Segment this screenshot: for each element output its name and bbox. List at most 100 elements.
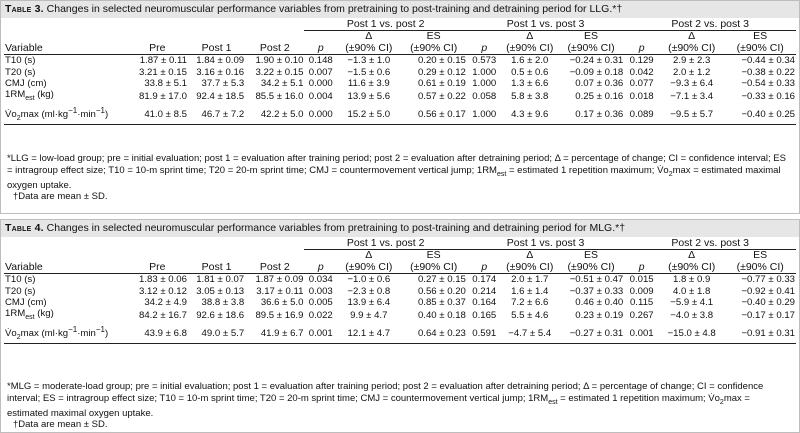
variable-name-cell: CMJ (cm) <box>5 78 47 90</box>
table-cell: 13.9 ± 5.6 <box>347 91 391 103</box>
table-cell: 0.07 ± 0.36 <box>575 78 624 90</box>
table-cell: 3.22 ± 0.15 <box>255 66 304 78</box>
table-cell: −4.0 ± 3.8 <box>670 310 714 322</box>
table-cell: 41.0 ± 8.5 <box>126 104 188 126</box>
table-cell: −7.1 ± 3.4 <box>670 91 714 103</box>
table-cell: 92.4 ± 18.5 <box>196 91 245 103</box>
table-cell: 0.000 <box>308 78 333 90</box>
table-cell: 1.8 ± 0.9 <box>673 274 711 286</box>
column-header: (±90% CI) <box>724 42 796 56</box>
table-cell: 0.85 ± 0.37 <box>417 297 466 309</box>
table-cell: 0.007 <box>308 66 333 78</box>
table-3-panel: Table 3. Changes in selected neuromuscul… <box>0 0 800 214</box>
data-table: Post 1 vs. post 2 Post 1 vs. post 3 Post… <box>4 18 796 126</box>
table-cell: 1.6 ± 2.0 <box>511 55 549 67</box>
table-cell: 0.23 ± 0.19 <box>575 310 624 322</box>
table-cell: 11.6 ± 3.9 <box>347 78 390 90</box>
table-cell: 1.000 <box>466 104 502 126</box>
table-cell: 0.129 <box>629 55 654 67</box>
table-footnote: *MLG = moderate-load group; pre = initia… <box>7 381 793 431</box>
table-cell: 0.56 ± 0.17 <box>400 104 467 126</box>
table-caption: Changes in selected neuromuscular perfor… <box>46 3 623 15</box>
table-cell: 0.034 <box>308 274 333 286</box>
table-cell: −0.92 ± 0.41 <box>741 285 795 297</box>
table-cell: −0.37 ± 0.33 <box>569 285 624 297</box>
table-cell: −0.51 ± 0.47 <box>569 274 624 286</box>
table-cell: 1.81 ± 0.07 <box>196 274 245 286</box>
variable-name-cell: 1RMest (kg) <box>5 308 54 322</box>
table-cell: −15.0 ± 4.8 <box>658 323 725 345</box>
table-cell: 0.27 ± 0.15 <box>417 274 466 286</box>
column-header: ES <box>584 249 599 262</box>
table-cell: 3.21 ± 0.15 <box>138 66 187 78</box>
table-cell: 41.9 ± 6.7 <box>245 323 305 345</box>
table-cell: −1.0 ± 0.6 <box>347 274 391 286</box>
table-cell: 0.61 ± 0.19 <box>417 78 466 90</box>
table-cell: 2.0 ± 1.7 <box>511 274 549 286</box>
variable-name-cell: T10 (s) <box>5 55 36 67</box>
table-cell: 37.7 ± 5.3 <box>201 78 245 90</box>
table-cell: −0.40 ± 0.25 <box>724 104 796 126</box>
footnote-dagger: †Data are mean ± SD. <box>13 191 108 203</box>
table-row: 1RMest (kg) 84.2 ± 16.7 92.6 ± 18.6 89.5 ± … <box>4 308 796 323</box>
footnote-dagger: †Data are mean ± SD. <box>13 419 108 431</box>
column-header: p <box>304 42 338 56</box>
column-header: (±90% CI) <box>400 261 467 275</box>
column-header: Δ <box>365 30 373 43</box>
table-cell: 1.000 <box>472 78 497 90</box>
table-cell: −1.5 ± 0.6 <box>347 66 391 78</box>
table-cell: 2.0 ± 1.2 <box>673 66 711 78</box>
table-label: Table 3. <box>5 3 44 15</box>
table-cell: 1.84 ± 0.09 <box>196 55 245 67</box>
group-header: Post 1 vs. post 3 <box>466 237 625 251</box>
column-header: Δ <box>365 249 373 262</box>
table-cell: 0.003 <box>308 285 333 297</box>
table-cell: −0.91 ± 0.31 <box>724 323 796 345</box>
column-header: Pre <box>126 261 188 275</box>
table-cell: 36.6 ± 5.0 <box>260 297 304 309</box>
table-row: 1RMest (kg) 81.9 ± 17.0 92.4 ± 18.5 85.5 ± … <box>4 89 796 104</box>
column-header: Variable <box>4 42 127 56</box>
table-cell: 0.25 ± 0.16 <box>575 91 624 103</box>
table-cell: 1.3 ± 6.6 <box>511 78 549 90</box>
column-header: Post 1 <box>187 42 246 56</box>
group-header: Post 1 vs. post 3 <box>466 18 625 32</box>
variable-name-cell: T10 (s) <box>5 274 36 286</box>
variable-name-cell: CMJ (cm) <box>5 297 47 309</box>
table-cell: 0.573 <box>472 55 497 67</box>
table-cell: 5.8 ± 3.8 <box>511 91 549 103</box>
table-cell: 1.6 ± 1.4 <box>511 285 549 297</box>
table-cell: 0.001 <box>624 323 659 345</box>
column-header: (±90% CI) <box>501 261 558 275</box>
table-cell: 1.90 ± 0.10 <box>255 55 304 67</box>
column-header: Δ <box>688 30 696 43</box>
table-cell: 0.042 <box>629 66 654 78</box>
table-body: T10 (s) 1.87 ± 0.11 1.84 ± 0.09 1.90 ± 0.10… <box>4 55 796 126</box>
table-row: CMJ (cm) 34.2 ± 4.9 38.8 ± 3.8 36.6 ± 5.0 0.… <box>4 297 796 308</box>
column-header: Post 2 <box>245 42 305 56</box>
group-header: Post 1 vs. post 2 <box>304 237 467 251</box>
table-cell: 1.87 ± 0.11 <box>139 55 187 67</box>
table-cell: 49.0 ± 5.7 <box>187 323 246 345</box>
table-row: T20 (s) 3.21 ± 0.15 3.16 ± 0.16 3.22 ± 0.15… <box>4 67 796 78</box>
table-cell: 0.018 <box>629 91 654 103</box>
column-header: (±90% CI) <box>501 42 558 56</box>
table-footnote: *LLG = low-load group; pre = initial eva… <box>7 153 793 203</box>
table-cell: 0.29 ± 0.12 <box>417 66 466 78</box>
group-header: Post 2 vs. post 3 <box>624 237 796 251</box>
table-cell: 3.05 ± 0.13 <box>196 285 245 297</box>
table-cell: 0.165 <box>472 310 497 322</box>
table-cell: 0.089 <box>624 104 659 126</box>
variable-name-cell: V̇o2max (ml·kg−1·min−1) <box>4 323 127 345</box>
table-cell: 0.005 <box>308 297 333 309</box>
table-3-caption-bar: Table 3. Changes in selected neuromuscul… <box>1 1 799 18</box>
table-cell: −1.3 ± 1.0 <box>347 55 391 67</box>
table-cell: 0.164 <box>472 297 497 309</box>
table-cell: 0.20 ± 0.15 <box>417 55 466 67</box>
table-cell: 0.214 <box>472 285 497 297</box>
table-cell: 2.9 ± 2.3 <box>673 55 711 67</box>
table-cell: −9.5 ± 5.7 <box>658 104 725 126</box>
column-header: p <box>624 42 659 56</box>
table-cell: 0.5 ± 0.6 <box>511 66 549 78</box>
table-cell: 42.2 ± 5.0 <box>245 104 305 126</box>
